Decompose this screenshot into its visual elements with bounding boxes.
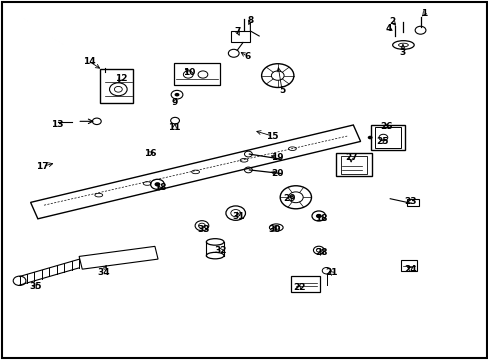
Text: 11: 11 bbox=[168, 123, 181, 132]
Text: 17: 17 bbox=[36, 162, 49, 171]
Circle shape bbox=[315, 214, 321, 218]
Text: 14: 14 bbox=[82, 57, 95, 66]
Circle shape bbox=[367, 136, 372, 139]
Polygon shape bbox=[79, 246, 158, 269]
Text: 13: 13 bbox=[51, 120, 64, 129]
Text: 26: 26 bbox=[379, 122, 392, 131]
Text: 28: 28 bbox=[314, 248, 327, 257]
Text: 30: 30 bbox=[268, 225, 281, 234]
Text: 34: 34 bbox=[97, 268, 110, 276]
Text: 29: 29 bbox=[283, 194, 295, 203]
Text: 8: 8 bbox=[247, 17, 253, 26]
Bar bbox=[400, 260, 416, 271]
Text: 23: 23 bbox=[404, 197, 416, 206]
Bar bbox=[341, 156, 366, 174]
Text: 3: 3 bbox=[399, 48, 405, 57]
Text: 6: 6 bbox=[244, 52, 250, 61]
Bar bbox=[100, 69, 133, 103]
Circle shape bbox=[154, 182, 160, 186]
Circle shape bbox=[174, 93, 179, 96]
Text: 32: 32 bbox=[214, 246, 227, 255]
Polygon shape bbox=[31, 125, 360, 219]
Bar bbox=[374, 127, 400, 148]
Text: 19: 19 bbox=[270, 153, 283, 162]
Text: 16: 16 bbox=[143, 149, 156, 158]
Text: 12: 12 bbox=[114, 74, 127, 83]
Bar bbox=[230, 31, 250, 42]
Text: 25: 25 bbox=[375, 137, 388, 146]
Bar bbox=[370, 125, 404, 150]
Bar bbox=[336, 153, 371, 176]
Bar bbox=[290, 276, 320, 292]
Text: 2: 2 bbox=[389, 17, 395, 26]
Text: 21: 21 bbox=[325, 269, 337, 277]
Text: 33: 33 bbox=[197, 225, 210, 234]
Text: 5: 5 bbox=[279, 86, 285, 95]
Text: 9: 9 bbox=[171, 98, 178, 107]
Bar bbox=[173, 63, 220, 85]
Text: 22: 22 bbox=[292, 283, 305, 292]
Text: 20: 20 bbox=[270, 169, 283, 178]
Text: 1: 1 bbox=[421, 9, 427, 18]
Text: 24: 24 bbox=[404, 265, 416, 274]
Text: 10: 10 bbox=[182, 68, 195, 77]
Text: 4: 4 bbox=[385, 24, 391, 33]
Text: 7: 7 bbox=[234, 27, 241, 36]
Text: 18: 18 bbox=[153, 184, 166, 193]
Text: 15: 15 bbox=[265, 132, 278, 141]
Text: 31: 31 bbox=[231, 212, 244, 221]
Text: 18: 18 bbox=[314, 214, 327, 223]
Bar bbox=[406, 199, 418, 206]
Text: 27: 27 bbox=[344, 153, 357, 162]
Text: 35: 35 bbox=[29, 282, 41, 291]
